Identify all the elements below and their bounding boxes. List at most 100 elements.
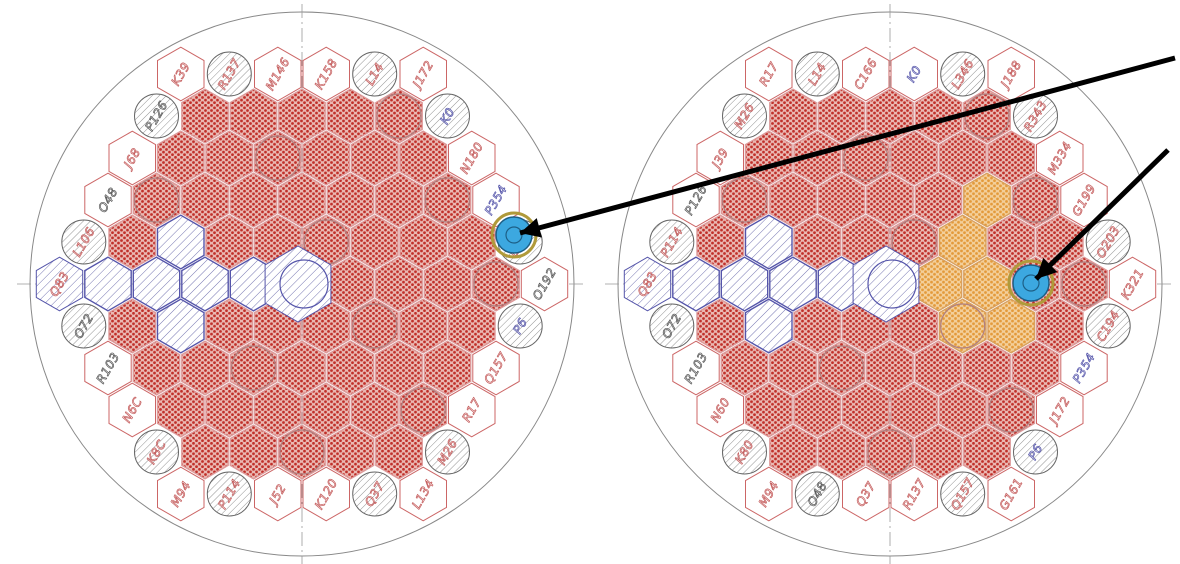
fuel-assembly	[399, 130, 448, 186]
reflector-assembly	[352, 51, 398, 97]
fuel-assembly	[472, 256, 520, 312]
fuel-assembly	[963, 340, 1011, 396]
fresh-fuel-assembly	[963, 256, 1011, 312]
fuel-assembly	[278, 424, 326, 480]
fuel-assembly	[987, 382, 1036, 438]
instrument-channel	[376, 93, 422, 139]
fuel-assembly	[720, 340, 769, 396]
empty-position	[254, 46, 302, 102]
fuel-assembly	[132, 172, 181, 228]
fuel-assembly	[375, 340, 423, 396]
instrument-channel	[843, 135, 889, 181]
empty-position	[472, 340, 520, 396]
fuel-assembly	[866, 424, 914, 480]
empty-position	[84, 340, 132, 396]
fuel-assembly	[938, 130, 987, 186]
fuel-assembly	[229, 88, 278, 144]
empty-position	[696, 130, 744, 186]
fuel-assembly	[1060, 256, 1108, 312]
fuel-assembly	[326, 256, 375, 312]
control-assembly	[744, 214, 793, 270]
control-assembly	[84, 256, 132, 312]
fuel-assembly	[866, 172, 914, 228]
reflector-assembly	[649, 219, 695, 265]
instrument-channel	[133, 177, 180, 223]
empty-position	[890, 46, 938, 102]
empty-position	[448, 130, 496, 186]
fuel-assembly	[302, 130, 351, 186]
empty-position	[1036, 382, 1084, 438]
annotation-layer	[490, 55, 1176, 307]
control-assembly	[672, 256, 720, 312]
instrument-channel	[230, 345, 277, 391]
fuel-assembly	[399, 214, 448, 270]
fuel-assembly	[914, 424, 963, 480]
fuel-assembly	[423, 172, 472, 228]
empty-position	[890, 466, 938, 522]
fuel-assembly	[350, 382, 399, 438]
reflector-assembly	[61, 219, 107, 265]
fuel-assembly	[399, 382, 448, 438]
reflector-assembly	[1085, 303, 1131, 349]
fuel-assembly	[866, 340, 914, 396]
empty-position	[1036, 130, 1084, 186]
fuel-assembly	[769, 88, 817, 144]
reflector-assembly	[794, 51, 840, 97]
empty-position	[987, 466, 1035, 522]
fuel-assembly	[181, 340, 229, 396]
fuel-assembly	[423, 340, 472, 396]
fuel-assembly	[326, 172, 375, 228]
reflector-assembly	[1085, 219, 1131, 265]
fuel-assembly	[108, 298, 157, 354]
sample-marker-right-inner	[1022, 274, 1040, 292]
reflector-assembly	[352, 471, 398, 517]
control-assembly	[769, 256, 817, 312]
fuel-assembly	[205, 130, 254, 186]
control-assembly	[35, 256, 84, 312]
empty-position	[302, 466, 350, 522]
fuel-assembly	[229, 424, 278, 480]
fuel-assembly	[326, 424, 375, 480]
pointer-arrow-left	[519, 55, 1176, 236]
pointer-arrow-right-head	[1036, 257, 1058, 279]
fuel-assembly	[253, 130, 302, 186]
reflector-assembly	[794, 471, 840, 517]
reflector-assembly	[206, 471, 252, 517]
fuel-assembly	[769, 424, 817, 480]
pointer-arrow-left-head	[520, 218, 542, 238]
control-assembly	[181, 256, 229, 312]
fuel-assembly	[447, 214, 496, 270]
fuel-assembly	[181, 88, 229, 144]
central-channel-core	[867, 259, 917, 309]
fuel-assembly	[447, 298, 496, 354]
empty-position	[672, 340, 720, 396]
control-assembly	[132, 256, 181, 312]
fresh-fuel-assembly	[987, 298, 1036, 354]
fuel-assembly	[890, 130, 939, 186]
instrument-channel	[1061, 261, 1107, 307]
instrument-channel	[1012, 177, 1059, 223]
fuel-assembly	[720, 172, 769, 228]
fuel-assembly	[278, 88, 326, 144]
empty-position	[399, 46, 447, 102]
instrument-channel	[940, 303, 986, 349]
empty-position	[84, 172, 132, 228]
instrument-channel	[424, 177, 471, 223]
fuel-assembly	[181, 424, 229, 480]
fuel-assembly	[914, 172, 963, 228]
fresh-fuel-assembly	[938, 214, 987, 270]
fuel-assembly	[1035, 298, 1084, 354]
empty-position	[842, 466, 890, 522]
reflector-assembly	[134, 93, 179, 139]
fuel-assembly	[817, 172, 866, 228]
reflector-assembly	[61, 303, 107, 349]
pointer-arrow-right	[1034, 148, 1170, 281]
fuel-assembly	[205, 298, 254, 354]
empty-position	[448, 382, 496, 438]
reflector-assembly	[1013, 429, 1058, 475]
fuel-assembly	[156, 130, 205, 186]
reflector-assembly	[940, 471, 986, 517]
empty-position	[108, 130, 156, 186]
instrument-channel	[988, 387, 1034, 433]
